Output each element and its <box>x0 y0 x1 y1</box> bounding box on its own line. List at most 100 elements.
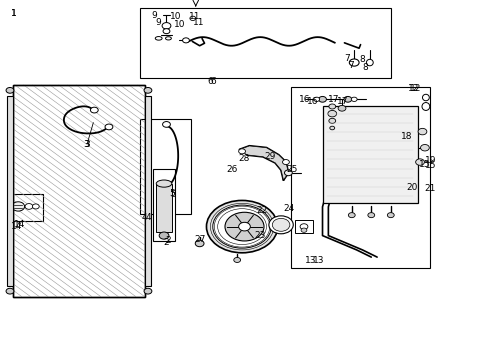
Circle shape <box>313 97 319 102</box>
Polygon shape <box>239 146 288 180</box>
Text: 23: 23 <box>254 231 265 240</box>
Text: 9: 9 <box>156 18 161 27</box>
Circle shape <box>284 170 292 176</box>
Text: 11: 11 <box>189 12 201 21</box>
Text: 13: 13 <box>305 256 316 265</box>
Circle shape <box>212 205 271 248</box>
Text: 3: 3 <box>84 140 90 149</box>
Circle shape <box>25 203 33 209</box>
Bar <box>9 194 42 221</box>
Text: 2: 2 <box>165 237 171 246</box>
Bar <box>294 220 313 233</box>
Circle shape <box>301 228 306 232</box>
Ellipse shape <box>366 59 372 66</box>
Circle shape <box>144 288 152 294</box>
Text: 2: 2 <box>163 238 168 247</box>
Text: 17: 17 <box>336 96 348 105</box>
Bar <box>13 85 144 297</box>
Text: 18: 18 <box>400 132 411 141</box>
Bar <box>156 184 171 232</box>
Text: 14: 14 <box>11 222 23 231</box>
Text: 10: 10 <box>173 19 185 28</box>
Text: 15: 15 <box>424 161 435 170</box>
Text: 25: 25 <box>286 165 297 174</box>
Circle shape <box>90 107 98 113</box>
Circle shape <box>163 29 169 34</box>
Bar <box>322 107 417 203</box>
Text: 8: 8 <box>359 55 365 64</box>
Text: 12: 12 <box>407 84 419 93</box>
Circle shape <box>32 204 39 209</box>
Bar <box>153 169 175 241</box>
Circle shape <box>282 159 289 165</box>
Circle shape <box>417 129 426 135</box>
Text: 16: 16 <box>306 96 318 105</box>
Circle shape <box>238 222 250 231</box>
Text: 21: 21 <box>423 184 434 193</box>
Circle shape <box>343 96 351 102</box>
Text: 16: 16 <box>299 95 310 104</box>
Text: 24: 24 <box>283 204 294 213</box>
Circle shape <box>159 232 168 239</box>
Circle shape <box>162 122 170 127</box>
Circle shape <box>329 126 334 130</box>
Bar <box>140 8 390 78</box>
Ellipse shape <box>165 37 171 40</box>
Circle shape <box>348 59 358 66</box>
Text: 27: 27 <box>194 235 206 244</box>
Circle shape <box>12 202 24 211</box>
Circle shape <box>6 87 14 93</box>
Circle shape <box>206 201 277 253</box>
Text: 13: 13 <box>312 256 324 265</box>
Circle shape <box>162 23 170 29</box>
Text: 1: 1 <box>11 9 17 18</box>
Ellipse shape <box>421 103 429 111</box>
Text: 4: 4 <box>142 213 147 222</box>
Text: 28: 28 <box>238 154 249 163</box>
Bar <box>7 96 13 286</box>
Text: 8: 8 <box>362 63 367 72</box>
Circle shape <box>420 144 428 151</box>
Bar <box>13 85 144 297</box>
Text: 9: 9 <box>152 10 157 19</box>
Bar <box>144 96 151 286</box>
Circle shape <box>268 216 293 234</box>
Circle shape <box>350 97 356 102</box>
Text: 6: 6 <box>207 77 213 86</box>
Ellipse shape <box>155 37 162 40</box>
Text: 10: 10 <box>170 12 182 21</box>
Circle shape <box>224 212 264 241</box>
Text: 4: 4 <box>145 213 151 222</box>
Text: 29: 29 <box>264 152 275 161</box>
Text: 6: 6 <box>210 77 216 86</box>
Text: 11: 11 <box>193 18 204 27</box>
Text: 14: 14 <box>14 220 26 229</box>
Text: 7: 7 <box>347 61 353 70</box>
Circle shape <box>415 159 424 165</box>
Circle shape <box>328 104 335 109</box>
Text: 20: 20 <box>406 183 417 192</box>
Ellipse shape <box>422 94 428 101</box>
Circle shape <box>195 240 203 247</box>
Text: 5: 5 <box>170 190 176 199</box>
Text: 12: 12 <box>409 84 421 93</box>
Circle shape <box>318 96 326 102</box>
Circle shape <box>238 149 245 154</box>
Text: 26: 26 <box>225 165 237 174</box>
Text: 7: 7 <box>344 54 349 63</box>
Circle shape <box>182 38 189 43</box>
Bar <box>290 87 429 268</box>
Circle shape <box>347 213 354 218</box>
Text: 15: 15 <box>418 160 430 169</box>
Circle shape <box>300 224 307 229</box>
Circle shape <box>367 213 374 218</box>
Circle shape <box>6 288 14 294</box>
Text: 17: 17 <box>328 95 339 104</box>
Circle shape <box>144 87 152 93</box>
Circle shape <box>161 193 169 199</box>
Text: 5: 5 <box>168 189 174 198</box>
Circle shape <box>386 213 393 218</box>
Circle shape <box>189 16 195 21</box>
Circle shape <box>327 111 336 117</box>
Circle shape <box>105 124 113 130</box>
